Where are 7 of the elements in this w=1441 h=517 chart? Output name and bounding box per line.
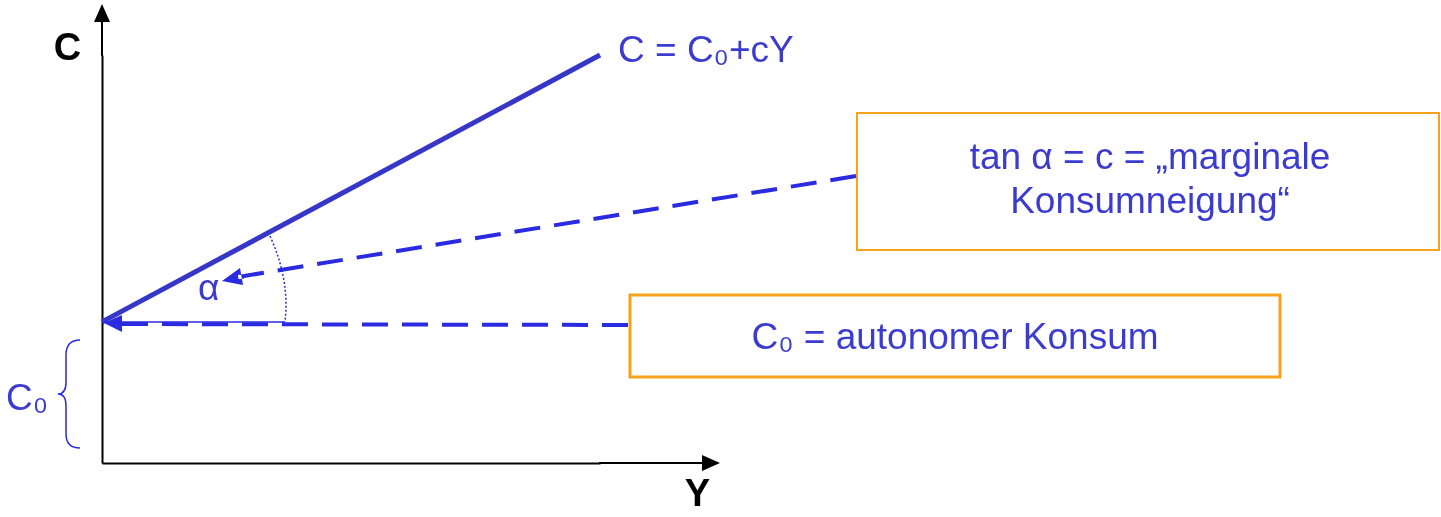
annotation: C₀ = autonomer Konsum [750,315,1160,359]
text: tan α = c = „marginale Konsumneigung“ [968,135,1332,223]
annotation: C₀ [6,376,49,420]
x-axis-title: Y [684,471,711,514]
annotation: C = C₀+cY [618,28,794,72]
y-axis-title: C [53,25,82,68]
annotation: α [198,266,220,310]
